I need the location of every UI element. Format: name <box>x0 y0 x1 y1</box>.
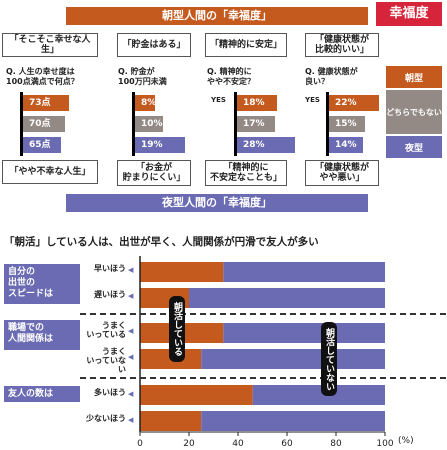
top-statement-1-text: 「そこそこ幸せな人生」 <box>9 34 91 55</box>
value-q2-morning: 8% <box>135 95 156 111</box>
bottom-statement-1-text: 「やや不幸な人生」 <box>9 166 91 177</box>
stem-q1 <box>20 92 23 156</box>
value-q1-night: 65点 <box>23 137 61 153</box>
happiness-badge: 幸福度 <box>376 2 442 26</box>
bar-morning-inactive <box>252 385 385 405</box>
group-label-promotion: 自分の 出世の スピードは <box>4 264 80 304</box>
top-statement-1: 「そこそこ幸せな人生」 <box>2 33 98 57</box>
bar-morning-inactive <box>223 262 385 282</box>
bar-morning-active <box>140 262 224 282</box>
value-q2-night: 19% <box>135 137 185 153</box>
bottom-statement-2-text: 「お金が 貯まりにくい」 <box>122 162 186 183</box>
bar-morning-active <box>140 411 202 431</box>
value-q1-neutral: 70点 <box>23 116 65 132</box>
group-divider <box>80 313 446 315</box>
question-2: Q. 貯金が 100万円未満 <box>118 67 167 86</box>
top-statement-4-text: 「健康状態が 比較的いい」 <box>314 34 369 55</box>
pointer-icon: ◀ <box>128 292 134 300</box>
legend-neutral: どちらでもない <box>386 90 442 134</box>
top-statements: 「そこそこ幸せな人生」 「貯金はある」 「精神的に安定」 「健康状態が 比較的い… <box>0 33 447 61</box>
x-tick-label: 40 <box>232 439 244 449</box>
stem-q3 <box>234 92 237 156</box>
group-label-friends: 友人の数は <box>4 386 80 402</box>
night-title: 夜型人間の「幸福度」 <box>66 194 368 212</box>
top-statement-2: 「貯金はある」 <box>117 33 191 57</box>
morning-title: 朝型人間の「幸福度」 <box>66 7 368 25</box>
legend-night: 夜型 <box>386 136 442 158</box>
legend-neutral-label: どちらでもない <box>386 107 442 117</box>
row-label-good: うまく いっている <box>86 321 126 339</box>
row-label-few: 少ないほう <box>86 414 126 423</box>
value-q4-night: 14% <box>329 137 363 153</box>
bottom-statements: 「やや不幸な人生」 「お金が 貯まりにくい」 「精神的に 不安定なことも」 「健… <box>0 160 447 188</box>
value-q4-neutral: 15% <box>329 116 365 132</box>
row-label-fast: 早いほう <box>94 264 126 273</box>
value-q3-night: 28% <box>237 137 295 153</box>
bottom-statement-3: 「精神的に 不安定なことも」 <box>205 160 287 186</box>
bar-morning-inactive <box>201 411 385 431</box>
pointer-icon: ◀ <box>128 416 134 424</box>
stem-q2 <box>132 92 135 156</box>
question-1: Q. 人生の幸せ度は 100点満点で何点？ <box>6 67 79 86</box>
x-tick-label: 20 <box>183 439 195 449</box>
value-q3-morning: 18% <box>237 95 277 111</box>
yes-label-q4: YES <box>305 96 320 104</box>
question-3: Q. 精神的に やや不安定？ <box>207 67 255 86</box>
axis-unit: (%) <box>398 436 414 446</box>
yes-label-q3: YES <box>211 96 226 104</box>
legend-morning-label: 朝型 <box>404 73 423 84</box>
tag-morning-active: 朝活している <box>169 296 185 362</box>
x-tick-label: 100 <box>376 439 393 449</box>
value-q4-morning: 22% <box>329 95 379 111</box>
bar-morning-inactive <box>201 349 385 369</box>
x-tick-label: 60 <box>281 439 293 449</box>
top-statement-4: 「健康状態が 比較的いい」 <box>305 33 379 57</box>
pointer-icon: ◀ <box>128 266 134 274</box>
value-q3-neutral: 17% <box>237 116 275 132</box>
bar-morning-inactive <box>189 288 385 308</box>
value-q1-morning: 73点 <box>23 95 69 111</box>
bottom-statement-2: 「お金が 貯まりにくい」 <box>117 160 191 186</box>
pointer-icon: ◀ <box>128 390 134 398</box>
group-label-relations: 職場での 人間関係は <box>4 320 80 350</box>
pointer-icon: ◀ <box>128 353 134 361</box>
bottom-statement-3-text: 「精神的に 不安定なことも」 <box>209 162 282 183</box>
x-tick-label: 80 <box>330 439 342 449</box>
bottom-statement-1: 「やや不幸な人生」 <box>2 160 98 184</box>
pointer-icon: ◀ <box>128 327 134 335</box>
top-statement-3-text: 「精神的に安定」 <box>209 39 282 50</box>
row-label-slow: 遅いほう <box>94 290 126 299</box>
bottom-statement-4: 「健康状態が やや悪い」 <box>305 160 379 186</box>
tag-morning-inactive: 朝活していない <box>321 322 337 396</box>
stem-q4 <box>326 92 329 156</box>
row-label-many: 多いほう <box>94 388 126 397</box>
group-divider <box>80 377 446 379</box>
x-tick-label: 0 <box>137 439 143 449</box>
bar-morning-inactive <box>223 323 385 343</box>
bottom-statement-4-text: 「健康状態が やや悪い」 <box>314 162 369 183</box>
row-label-bad: うまく いっていない <box>86 347 126 374</box>
chart2-title: 「朝活」している人は、出世が早く、人間関係が円滑で友人が多い <box>4 236 319 248</box>
top-statement-2-text: 「貯金はある」 <box>122 39 186 50</box>
bar-morning-active <box>140 385 253 405</box>
legend-night-label: 夜型 <box>404 143 423 154</box>
legend-morning: 朝型 <box>386 66 442 88</box>
question-4: Q. 健康状態が 良い？ <box>305 67 358 86</box>
value-q2-neutral: 10% <box>135 116 163 132</box>
top-statement-3: 「精神的に安定」 <box>205 33 287 57</box>
